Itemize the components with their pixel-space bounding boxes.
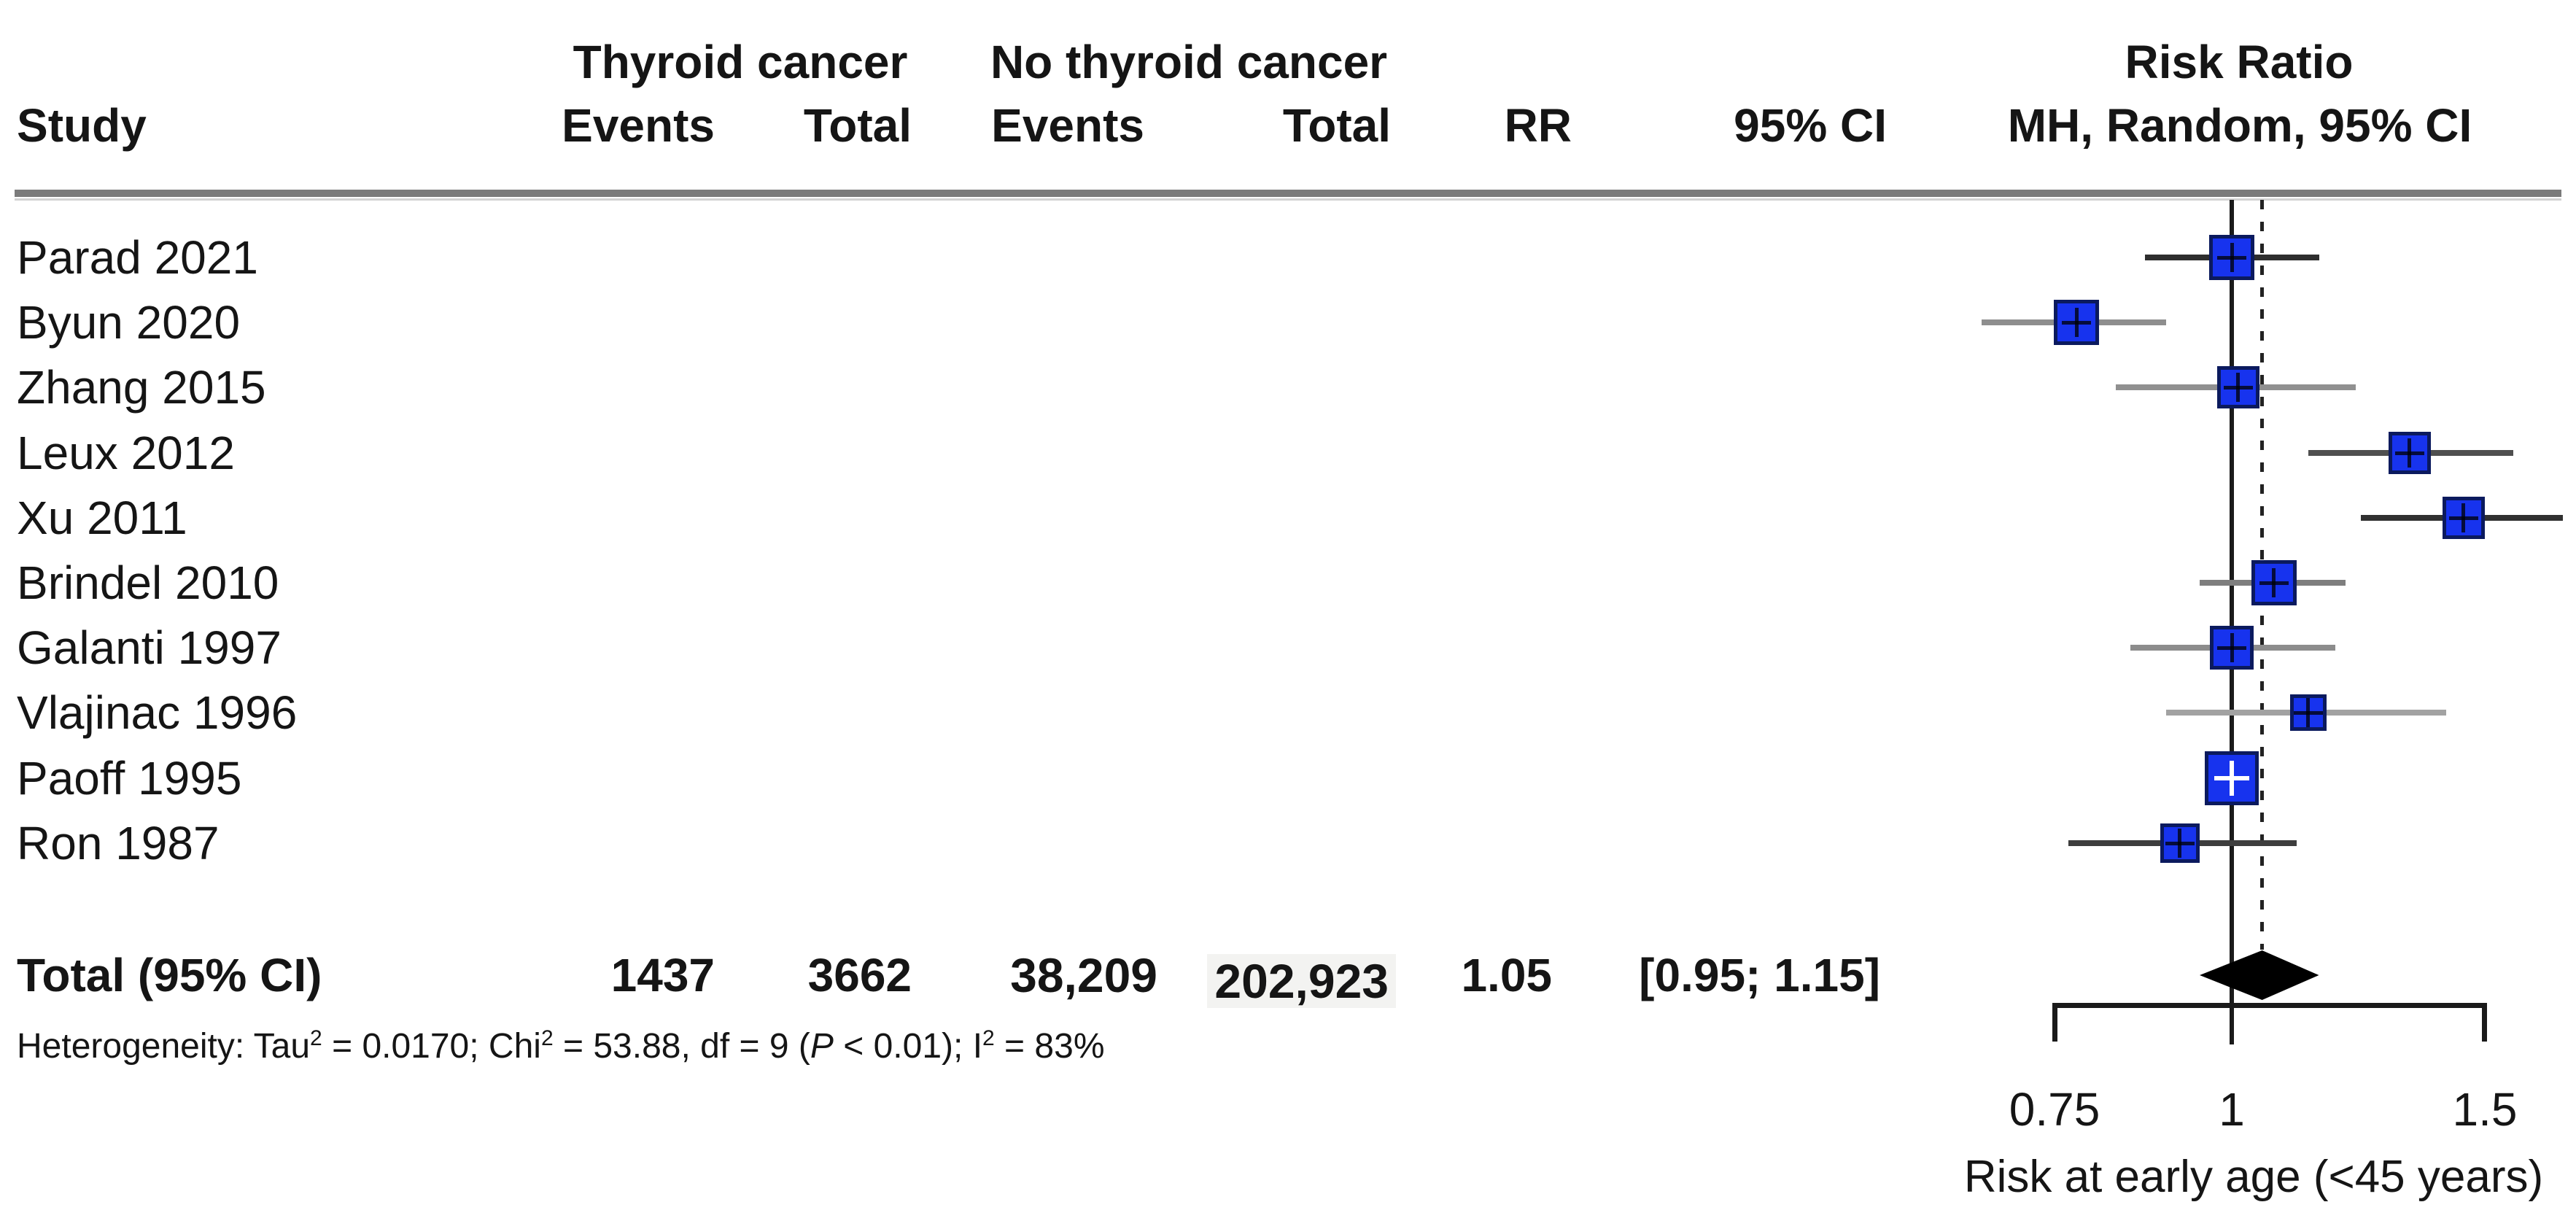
- x-axis-line: [2052, 1003, 2487, 1008]
- plot-title-risk-ratio: Risk Ratio: [2125, 36, 2354, 88]
- plot-title-model: MH, Random, 95% CI: [2007, 99, 2472, 152]
- study-name: Paoff 1995: [17, 752, 242, 805]
- total-ci-value: [0.95; 1.15]: [1639, 949, 1880, 1001]
- study-name: Xu 2011: [17, 492, 187, 544]
- estimate-cross-icon: [2461, 503, 2466, 532]
- total-events-exposed: 1437: [610, 949, 715, 1001]
- study-name: Byun 2020: [17, 296, 241, 349]
- x-tick-1-5: 1.5: [2452, 1083, 2518, 1136]
- column-header-ci: 95% CI: [1734, 99, 1887, 152]
- x-axis-left-bracket: [2052, 1003, 2057, 1042]
- total-total-control: 202,923: [1207, 954, 1396, 1008]
- total-row-label: Total (95% CI): [17, 949, 322, 1001]
- heterogeneity-text-segment: = 0.0170; Chi: [322, 1027, 541, 1066]
- estimate-cross-icon: [2230, 633, 2234, 662]
- x-tick-1: 1: [2219, 1083, 2245, 1136]
- estimate-cross-icon: [2272, 568, 2276, 597]
- x-tick-0-75: 0.75: [2009, 1083, 2100, 1136]
- total-total-exposed: 3662: [807, 949, 912, 1001]
- total-events-control: 38,209: [1010, 948, 1157, 1002]
- study-name: Leux 2012: [17, 427, 235, 479]
- heterogeneity-text-segment: 2: [982, 1026, 995, 1050]
- column-header-events-control: Events: [991, 99, 1144, 152]
- heterogeneity-text-segment: 2: [540, 1026, 554, 1050]
- column-header-rr: RR: [1504, 99, 1572, 152]
- pooled-diamond: [2200, 950, 2319, 1000]
- column-group-thyroid-cancer: Thyroid cancer: [573, 36, 908, 88]
- study-name: Brindel 2010: [17, 557, 279, 609]
- x-axis-right-bracket: [2482, 1003, 2487, 1042]
- heterogeneity-text-segment: 2: [310, 1026, 322, 1050]
- column-header-total-control: Total: [1282, 99, 1391, 152]
- column-header-total-exposed: Total: [803, 99, 912, 152]
- total-rr-value: 1.05: [1461, 949, 1552, 1001]
- heterogeneity-text-segment: < 0.01); I: [833, 1027, 983, 1066]
- estimate-cross-icon: [2306, 698, 2311, 727]
- estimate-cross-icon: [2408, 438, 2412, 468]
- estimate-cross-icon: [2074, 308, 2079, 337]
- study-name: Galanti 1997: [17, 621, 282, 674]
- reference-line-rr1: [2230, 200, 2234, 1044]
- heterogeneity-text-segment: Heterogeneity: Tau: [17, 1027, 311, 1066]
- heterogeneity-text-segment: = 53.88, df = 9 (: [553, 1027, 810, 1066]
- x-axis-label: Risk at early age (<45 years): [1963, 1152, 2544, 1202]
- column-group-no-thyroid-cancer: No thyroid cancer: [990, 36, 1388, 88]
- estimate-cross-icon: [2230, 243, 2234, 272]
- study-name: Zhang 2015: [17, 361, 266, 414]
- column-header-study: Study: [17, 99, 147, 152]
- heterogeneity-text-segment: P: [810, 1027, 834, 1066]
- estimate-cross-icon: [2178, 829, 2182, 858]
- study-name: Vlajinac 1996: [17, 686, 298, 739]
- header-separator-rule: [15, 190, 2561, 197]
- study-name: Parad 2021: [17, 231, 258, 284]
- estimate-cross-icon: [2236, 373, 2240, 402]
- estimate-cross-icon: [2230, 761, 2234, 796]
- heterogeneity-text-segment: = 83%: [994, 1027, 1105, 1066]
- heterogeneity-stats: Heterogeneity: Tau2 = 0.0170; Chi2 = 53.…: [17, 1028, 1105, 1064]
- header-separator-shadow: [15, 198, 2561, 201]
- study-name: Ron 1987: [17, 817, 220, 869]
- column-header-events-exposed: Events: [562, 99, 715, 152]
